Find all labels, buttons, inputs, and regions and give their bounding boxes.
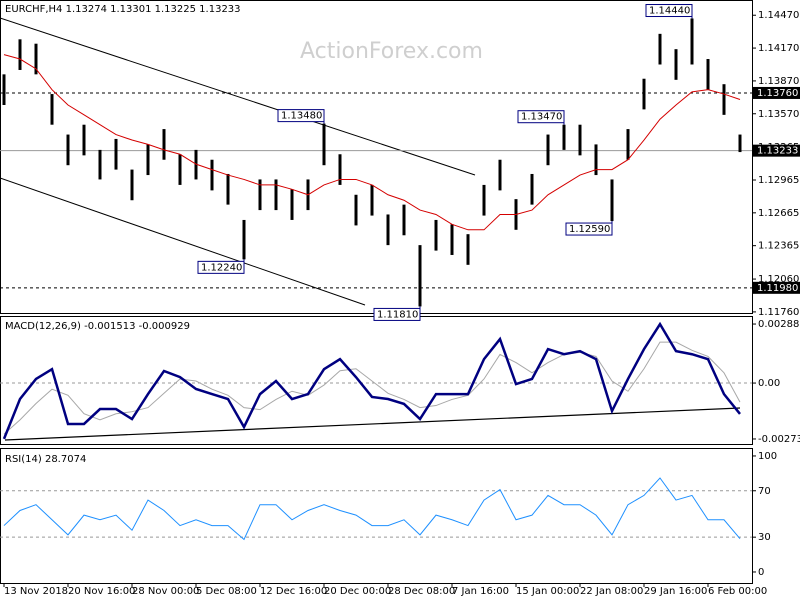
x-tick-label: 13 Nov 2018	[4, 586, 68, 597]
channel-lower	[0, 177, 366, 306]
x-tick-label: 15 Jan 00:00	[516, 586, 579, 597]
annotation-box	[197, 260, 245, 274]
rsi-panel	[0, 448, 753, 584]
annotation-box	[517, 110, 565, 124]
x-tick-label: 20 Nov 16:00	[68, 586, 135, 597]
channel-upper	[0, 17, 476, 176]
price-title: EURCHF,H4 1.13274 1.13301 1.13225 1.1323…	[5, 4, 241, 15]
y-tick-label: 1.13570	[758, 109, 799, 120]
rsi-title: RSI(14) 28.7074	[5, 454, 86, 465]
y-tick-label: 100	[758, 451, 777, 462]
macd-trendline	[4, 407, 741, 441]
annotation-label: 1.12240	[201, 262, 242, 273]
annotation-label: 1.13470	[521, 112, 562, 123]
level-label-bg	[753, 281, 800, 294]
x-tick-label: 5 Dec 08:00	[196, 586, 257, 597]
level-label-bg	[753, 86, 800, 99]
x-tick-label: 22 Jan 08:00	[580, 586, 643, 597]
annotation-box	[645, 4, 693, 18]
y-tick-label: -0.002734	[758, 434, 800, 445]
x-tick-label: 20 Dec 00:00	[324, 586, 391, 597]
y-tick-label: 1.12365	[758, 241, 799, 252]
y-tick-label: 0	[758, 567, 764, 578]
level-label: 1.11980	[757, 283, 798, 294]
y-tick-label: 1.12965	[758, 175, 799, 186]
watermark: ActionForex.com	[300, 39, 483, 64]
y-tick-label: 1.12060	[758, 274, 799, 285]
y-tick-label: 1.14170	[758, 43, 799, 54]
indicator-line	[3, 341, 741, 435]
y-tick-label: 1.14470	[758, 10, 799, 21]
indicator-line	[2, 321, 741, 440]
macd-title: MACD(12,26,9) -0.001513 -0.000929	[5, 321, 190, 332]
x-tick-label: 28 Nov 00:00	[132, 586, 199, 597]
annotation-label: 1.12590	[569, 224, 610, 235]
y-tick-label: 30	[758, 532, 771, 543]
annotation-label: 1.13480	[281, 111, 322, 122]
y-tick-label: 1.11760	[758, 307, 799, 318]
annotation-label: 1.11810	[377, 309, 418, 320]
x-tick-label: 29 Jan 16:00	[644, 586, 707, 597]
annotation-box	[565, 222, 613, 236]
y-tick-label: 0.00	[758, 378, 780, 389]
annotation-box	[373, 307, 421, 321]
y-tick-label: 0.002886	[758, 319, 800, 330]
moving-average	[3, 54, 741, 231]
x-tick-label: 6 Feb 00:00	[708, 586, 767, 597]
y-tick-label: 70	[758, 486, 771, 497]
level-label: 1.13233	[757, 146, 798, 157]
level-label: 1.13760	[757, 88, 798, 99]
annotation-box	[277, 109, 325, 123]
x-tick-label: 12 Dec 16:00	[260, 586, 327, 597]
level-label-bg	[753, 144, 800, 157]
x-tick-label: 28 Dec 08:00	[388, 586, 455, 597]
x-tick-label: 7 Jan 16:00	[452, 586, 509, 597]
indicator-line	[3, 477, 741, 541]
y-tick-label: 1.13870	[758, 76, 799, 87]
annotation-label: 1.14440	[649, 6, 690, 17]
y-tick-label: 1.12665	[758, 208, 799, 219]
